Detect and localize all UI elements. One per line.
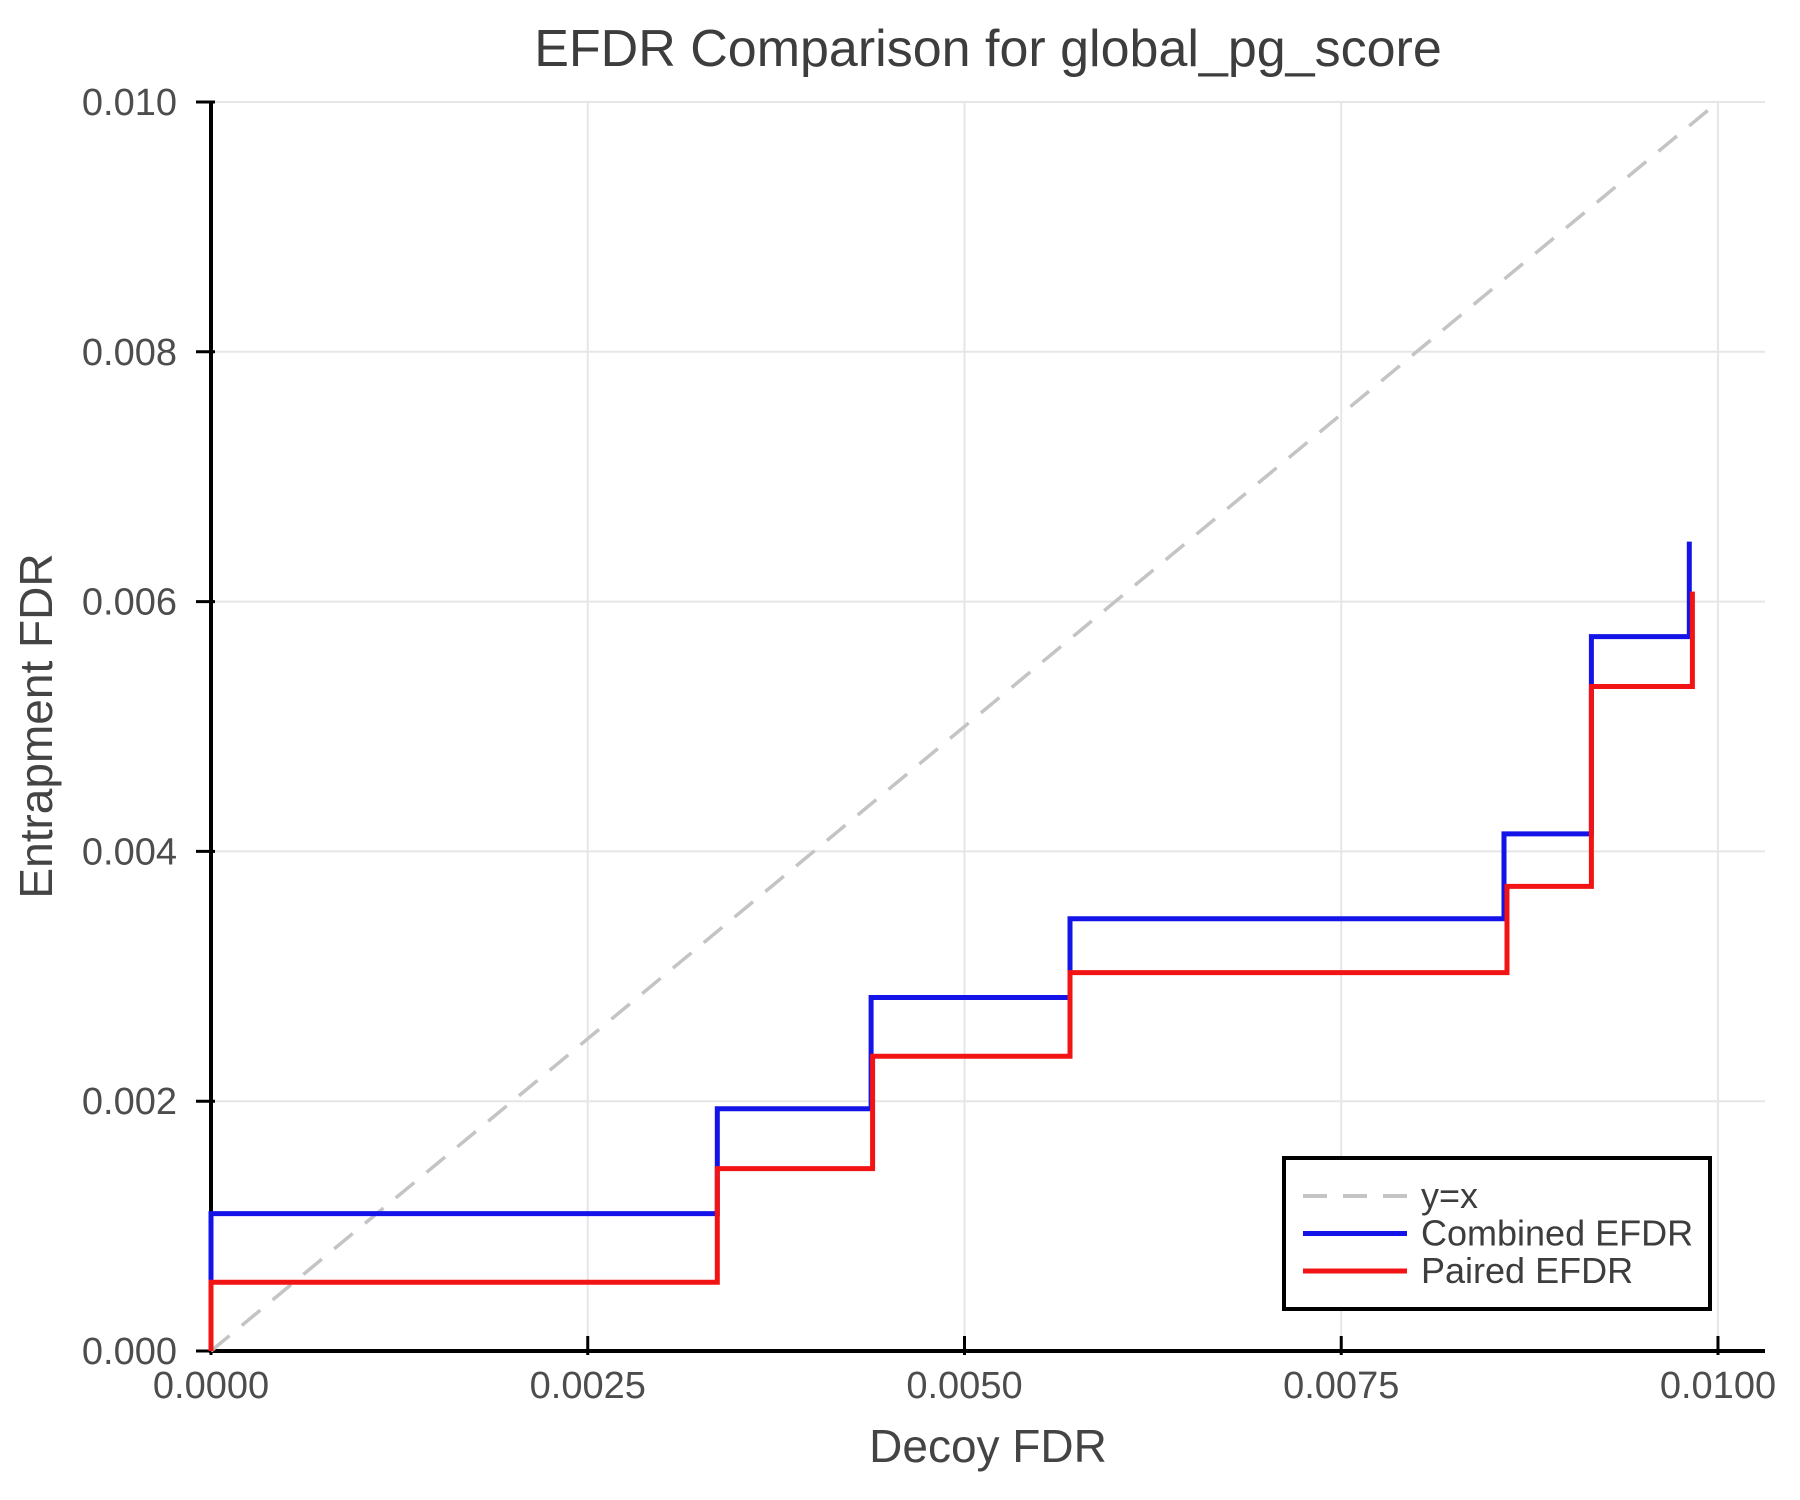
y-tick-label-0.002: 0.002 [82,1081,177,1123]
x-tick-label-0.0050: 0.0050 [906,1365,1022,1407]
y-tick-label-0.010: 0.010 [82,82,177,124]
legend-label-paired-efdr: Paired EFDR [1421,1250,1633,1291]
y-tick-label-0.004: 0.004 [82,831,177,873]
x-tick-label-0.0000: 0.0000 [153,1365,269,1407]
legend-label-combined-efdr: Combined EFDR [1421,1213,1693,1254]
chart-title: EFDR Comparison for global_pg_score [534,20,1442,78]
x-axis-title: Decoy FDR [869,1420,1107,1472]
y-tick-label-0.008: 0.008 [82,332,177,374]
axis-spines-layer [209,102,1765,1353]
y-tick-label-0.006: 0.006 [82,582,177,624]
data-series-layer [208,100,1720,1353]
series-paired-efdr [208,591,1695,1351]
y-axis-title: Entrapment FDR [10,553,62,898]
series-y-x [209,100,1720,1353]
x-tick-label-0.0075: 0.0075 [1283,1365,1399,1407]
tick-labels-layer: 0.0000 0.0025 0.0050 0.0075 0.0100 0.000 0.002… [82,82,1776,1407]
legend-label-y-x: y=x [1421,1175,1478,1216]
x-tick-label-0.0025: 0.0025 [530,1365,646,1407]
y-tick-label-0.000: 0.000 [82,1331,177,1373]
x-tick-label-0.0100: 0.0100 [1660,1365,1776,1407]
